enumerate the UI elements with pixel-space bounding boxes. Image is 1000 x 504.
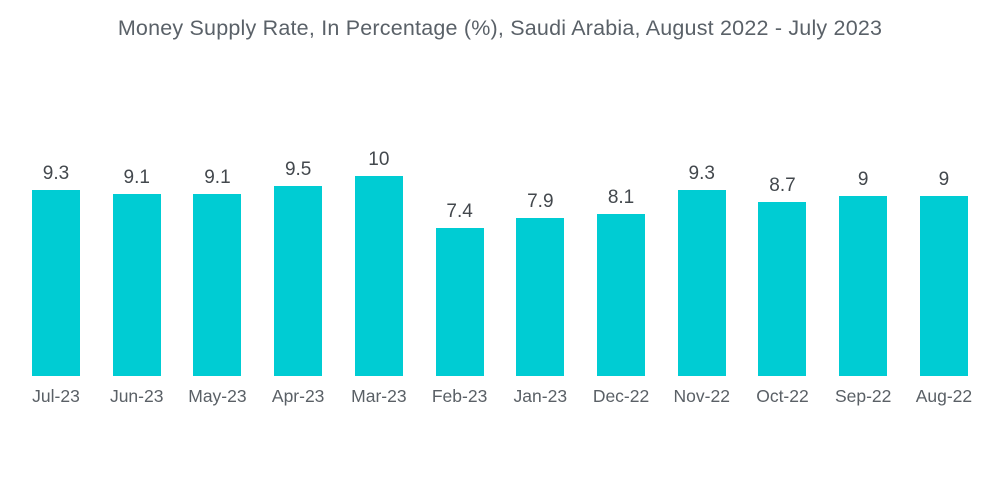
bar-group: 9.3 Nov-22 bbox=[662, 164, 742, 407]
bar bbox=[597, 214, 646, 376]
bar-value-label: 8.7 bbox=[769, 175, 796, 196]
x-axis-label: Nov-22 bbox=[673, 386, 730, 406]
bar bbox=[435, 228, 484, 376]
bar-group: 8.1 Dec-22 bbox=[581, 188, 661, 407]
bar-value-label: 9.1 bbox=[123, 167, 150, 188]
x-axis-label: Jun-23 bbox=[109, 386, 164, 406]
x-axis-label: Sep-22 bbox=[834, 386, 892, 406]
chart-title: Money Supply Rate, In Percentage (%), Sa… bbox=[117, 16, 883, 40]
x-axis-label: Oct-22 bbox=[756, 386, 809, 406]
bar-chart: 9.3 Jul-23 9.1 Jun-23 9.1 May-23 9.5 Apr-23 10 Ma… bbox=[4, 46, 996, 407]
bar-value-label: 9.3 bbox=[42, 163, 70, 184]
bar bbox=[758, 202, 807, 376]
bar bbox=[193, 194, 242, 376]
bar bbox=[919, 196, 968, 376]
x-axis-label: Jul-23 bbox=[32, 386, 80, 406]
bar-value-label: 10 bbox=[368, 149, 390, 170]
bar-value-label: 9.5 bbox=[284, 159, 312, 180]
x-axis-label: Mar-23 bbox=[351, 386, 407, 406]
x-axis-label: Jan-23 bbox=[513, 386, 568, 406]
bar-group: 7.4 Feb-23 bbox=[420, 202, 500, 407]
x-axis-label: Apr-23 bbox=[271, 386, 325, 406]
bar-group: 9.1 Jun-23 bbox=[97, 168, 177, 407]
bar-group: 7.9 Jan-23 bbox=[500, 192, 580, 407]
x-axis-label: May-23 bbox=[188, 386, 247, 406]
bar-group: 9 Aug-22 bbox=[904, 170, 984, 407]
x-axis-label: Feb-23 bbox=[431, 386, 488, 406]
bar bbox=[677, 190, 726, 376]
bar-value-label: 9 bbox=[857, 169, 869, 190]
bar-value-label: 9 bbox=[938, 169, 950, 190]
x-axis-label: Dec-22 bbox=[592, 386, 650, 406]
bar-value-label: 7.4 bbox=[446, 201, 473, 222]
bar-group: 9.1 May-23 bbox=[177, 168, 257, 407]
bar bbox=[274, 186, 323, 376]
bar-value-label: 9.1 bbox=[204, 167, 231, 188]
bar-group: 10 Mar-23 bbox=[339, 150, 419, 407]
bar-value-label: 9.3 bbox=[688, 163, 715, 184]
bar-group: 9.3 Jul-23 bbox=[16, 164, 96, 407]
x-axis-label: Aug-22 bbox=[915, 386, 973, 406]
bar-group: 9 Sep-22 bbox=[823, 170, 903, 407]
bar-group: 9.5 Apr-23 bbox=[258, 160, 338, 407]
bar bbox=[516, 218, 565, 376]
bar bbox=[112, 194, 161, 376]
bar-value-label: 7.9 bbox=[527, 191, 554, 212]
bar-group: 8.7 Oct-22 bbox=[742, 176, 822, 407]
bar bbox=[839, 196, 888, 376]
bar-value-label: 8.1 bbox=[607, 187, 635, 208]
bar bbox=[354, 176, 403, 376]
bar bbox=[32, 190, 80, 376]
